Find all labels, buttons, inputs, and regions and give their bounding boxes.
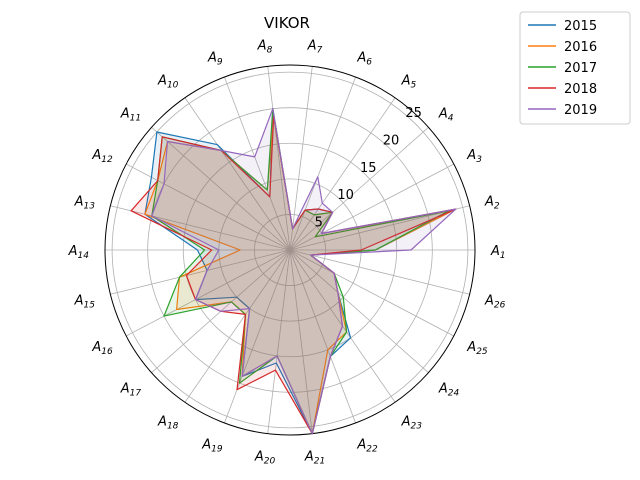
category-label: A4 xyxy=(438,107,454,124)
spoke-line xyxy=(110,205,291,251)
category-label: A26 xyxy=(484,294,506,311)
series-2019 xyxy=(151,108,457,435)
category-label: A16 xyxy=(91,340,113,357)
series-2017 xyxy=(151,108,450,435)
spoke-line xyxy=(289,66,313,251)
radial-tick-labels: 5 10 15 20 25 xyxy=(315,106,422,231)
category-label: A10 xyxy=(157,74,179,91)
legend-label-2017: 2017 xyxy=(564,61,597,76)
category-label: A1 xyxy=(490,244,506,261)
category-label: A12 xyxy=(91,148,113,165)
legend: 2015 2016 2017 2018 2019 xyxy=(519,11,631,125)
category-label: A3 xyxy=(466,148,482,165)
grid-ring xyxy=(111,71,469,429)
spoke-line xyxy=(289,249,454,337)
category-label: A21 xyxy=(304,450,325,467)
category-label: A9 xyxy=(207,51,223,68)
spoke-line xyxy=(184,249,291,403)
spoke-line xyxy=(289,249,429,373)
spoke-line xyxy=(289,249,356,424)
grid-ring xyxy=(182,142,398,358)
category-label: A5 xyxy=(401,74,417,91)
spoke-line xyxy=(224,249,291,424)
category-label: A22 xyxy=(356,438,378,455)
category-label: A17 xyxy=(120,381,142,398)
spoke-line xyxy=(126,163,291,251)
spoke-line xyxy=(289,76,356,251)
spoke-line xyxy=(289,249,470,295)
spoke-line xyxy=(267,66,291,251)
category-labels: A1 A2 A3 A4 A5 A6 A7 A8 A9 A10 A11 A12 A13 A14 A15 A16 A… xyxy=(68,39,506,467)
legend-label-2015: 2015 xyxy=(564,19,597,34)
spoke-line xyxy=(126,249,291,337)
legend-label-2016: 2016 xyxy=(564,40,597,55)
category-label: A8 xyxy=(257,39,273,56)
legend-label-2018: 2018 xyxy=(564,82,597,97)
spoke-line xyxy=(289,249,313,434)
spoke-line xyxy=(151,127,291,251)
category-label: A7 xyxy=(307,39,323,56)
spoke-line xyxy=(289,163,454,251)
category-label: A20 xyxy=(254,450,276,467)
radial-tick-label: 15 xyxy=(360,161,377,176)
series-layer xyxy=(130,108,457,435)
category-label: A11 xyxy=(120,107,141,124)
radial-tick-label: 25 xyxy=(405,106,422,121)
radial-tick-label: 20 xyxy=(383,133,400,148)
legend-label-2019: 2019 xyxy=(564,103,597,118)
category-label: A23 xyxy=(401,414,423,431)
category-label: A6 xyxy=(356,51,372,68)
outer-frame xyxy=(104,64,476,436)
radial-tick-label: 10 xyxy=(337,188,354,203)
category-label: A25 xyxy=(466,340,488,357)
category-label: A24 xyxy=(438,381,460,398)
spoke-line xyxy=(110,249,291,295)
category-label: A14 xyxy=(68,244,90,261)
chart-title: VIKOR xyxy=(264,14,310,32)
legend-frame xyxy=(519,11,631,125)
spoke-line xyxy=(289,127,429,251)
grid-ring xyxy=(147,107,433,393)
category-label: A18 xyxy=(157,414,179,431)
category-label: A2 xyxy=(484,195,500,212)
category-label: A13 xyxy=(74,195,96,212)
category-label: A15 xyxy=(74,294,96,311)
radial-tick-label: 5 xyxy=(315,216,323,231)
category-label: A19 xyxy=(201,438,223,455)
spoke-line xyxy=(289,97,396,251)
spoke-line xyxy=(267,249,291,434)
spoke-line xyxy=(184,97,291,251)
spoke-line xyxy=(224,76,291,251)
polar-grid xyxy=(104,64,476,436)
